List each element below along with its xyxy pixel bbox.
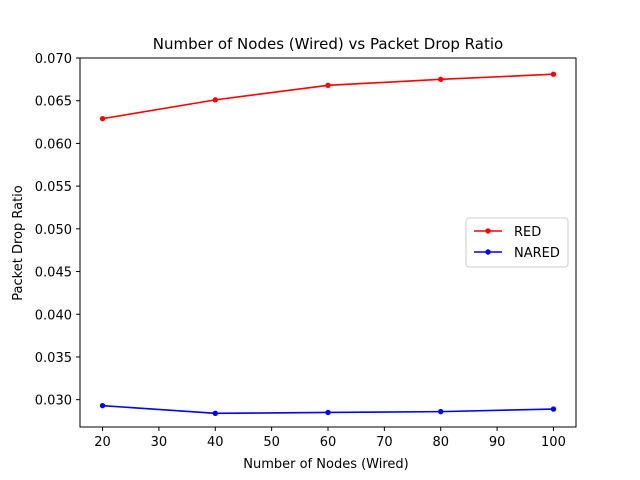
legend-label-nared: NARED [514, 246, 560, 261]
data-point-nared [325, 409, 331, 416]
data-point-red [550, 71, 557, 77]
data-point-red [325, 82, 331, 89]
y-tick-label: 0.035 [35, 351, 72, 366]
y-tick-label: 0.045 [35, 266, 72, 281]
legend-label-red: RED [514, 225, 541, 240]
y-tick-label: 0.060 [35, 137, 72, 152]
legend-marker-nared [485, 249, 491, 255]
y-axis-label: Packet Drop Ratio [11, 185, 26, 300]
data-point-nared [212, 410, 218, 417]
y-tick-label: 0.055 [35, 180, 72, 195]
data-point-nared [438, 408, 444, 415]
series-layer [99, 71, 557, 417]
data-point-nared [99, 402, 106, 409]
x-tick-label: 20 [94, 435, 111, 450]
data-point-red [212, 97, 218, 103]
series-line-red [102, 73, 554, 120]
legend-marker-red [485, 228, 491, 234]
x-tick-label: 90 [489, 435, 506, 450]
x-tick-label: 30 [151, 435, 168, 450]
x-tick-label: 100 [541, 435, 566, 450]
y-tick-label: 0.050 [35, 223, 72, 238]
x-axis-label: Number of Nodes (Wired) [243, 457, 408, 472]
x-axis: 20 30 40 50 60 70 80 90 100 [94, 427, 566, 450]
x-tick-label: 70 [376, 435, 393, 450]
data-point-red [438, 76, 444, 83]
y-tick-label: 0.030 [35, 394, 72, 409]
legend: RED NARED [465, 217, 569, 268]
data-point-nared [550, 406, 557, 412]
y-tick-label: 0.065 [35, 95, 72, 110]
y-tick-label: 0.040 [35, 308, 72, 323]
x-tick-label: 60 [320, 435, 337, 450]
y-tick-label: 0.070 [35, 52, 72, 67]
data-point-red [99, 115, 106, 122]
x-tick-label: 80 [432, 435, 449, 450]
y-axis: 0.030 0.035 0.040 0.045 0.050 0.055 0.060 0.065… [35, 52, 80, 409]
x-tick-label: 50 [263, 435, 280, 450]
x-tick-label: 40 [207, 435, 224, 450]
chart-title: Number of Nodes (Wired) vs Packet Drop R… [153, 35, 503, 53]
